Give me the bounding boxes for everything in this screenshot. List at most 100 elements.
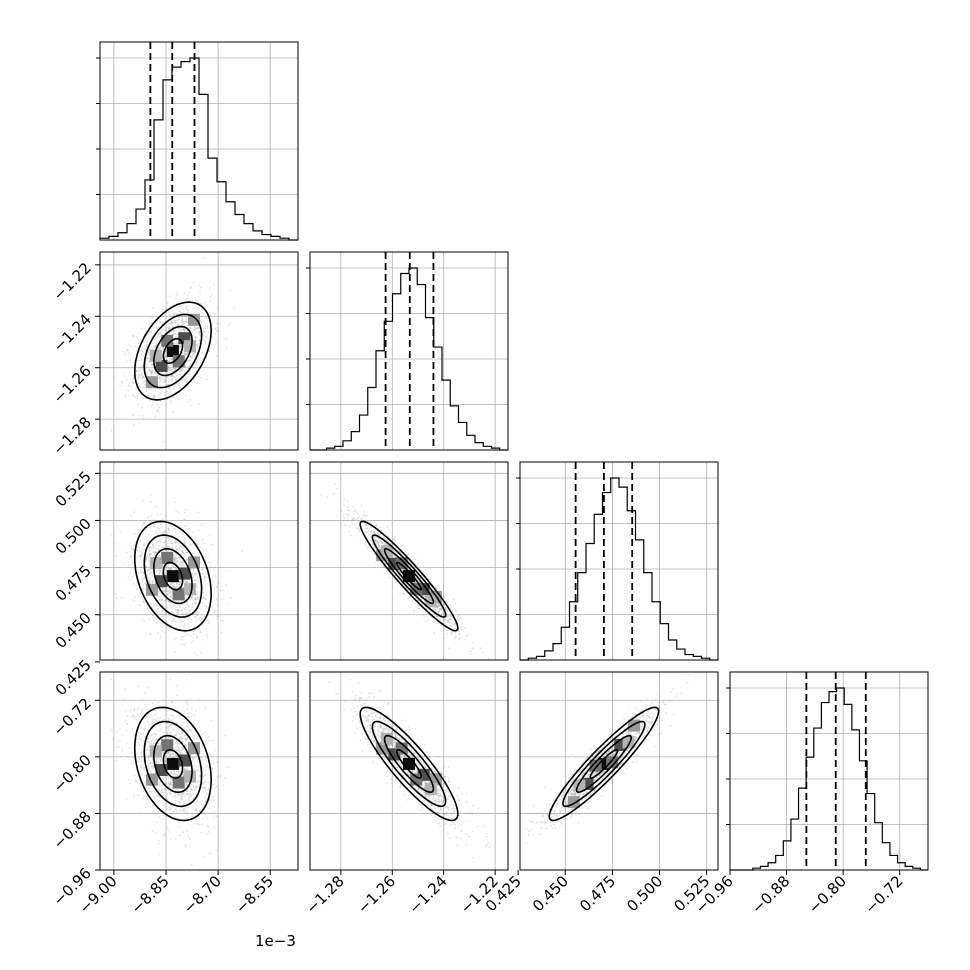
scatter-point	[140, 377, 143, 379]
scatter-point	[187, 608, 190, 611]
scatter-point	[427, 619, 429, 622]
scatter-point	[160, 308, 163, 310]
scatter-point	[165, 589, 168, 592]
scatter-point	[174, 754, 177, 757]
scatter-point	[181, 311, 183, 314]
scatter-point	[162, 550, 165, 553]
scatter-point	[184, 554, 187, 557]
scatter-point	[204, 335, 207, 338]
scatter-point	[157, 810, 160, 813]
scatter-point	[143, 521, 146, 524]
scatter-point	[181, 612, 183, 615]
scatter-point	[207, 793, 209, 796]
scatter-point	[167, 383, 170, 386]
scatter-point	[413, 609, 415, 612]
scatter-point	[185, 316, 188, 318]
scatter-point	[123, 354, 126, 357]
scatter-point	[140, 352, 143, 355]
scatter-point	[183, 794, 186, 797]
scatter-point	[162, 531, 165, 534]
scatter-point	[147, 556, 150, 559]
scatter-point	[451, 631, 454, 633]
scatter-point	[445, 618, 447, 621]
scatter-point	[175, 544, 178, 547]
scatter-point	[174, 321, 177, 323]
scatter-point	[147, 394, 150, 397]
scatter-point	[127, 352, 130, 355]
scatter-point	[196, 597, 199, 600]
scatter-point	[200, 308, 203, 311]
scatter-point	[158, 570, 161, 573]
scatter-point	[128, 385, 131, 388]
scatter-point	[177, 511, 180, 514]
scatter-point	[119, 530, 122, 533]
scatter-point	[200, 803, 203, 806]
scatter-point	[181, 316, 184, 318]
scatter-point	[173, 552, 176, 554]
scatter-point	[132, 562, 135, 565]
scatter-point	[173, 559, 176, 562]
scatter-point	[141, 618, 144, 620]
scatter-point	[177, 609, 180, 611]
scatter-point	[147, 353, 150, 355]
scatter-point	[168, 614, 171, 616]
scatter-point	[166, 723, 169, 725]
scatter-point	[152, 766, 155, 768]
scatter-point	[146, 357, 149, 359]
scatter-point	[434, 609, 437, 611]
scatter-point	[417, 559, 419, 562]
scatter-point	[173, 366, 176, 369]
scatter-point	[186, 536, 189, 539]
scatter-point	[120, 596, 123, 599]
scatter-point	[157, 378, 160, 380]
scatter-point	[180, 638, 183, 641]
scatter-point	[166, 593, 169, 596]
scatter-point	[158, 590, 161, 592]
scatter-point	[144, 806, 147, 809]
scatter-point	[159, 346, 162, 349]
scatter-point	[450, 615, 453, 618]
scatter-point	[211, 543, 214, 546]
scatter-point	[169, 753, 171, 756]
scatter-point	[185, 700, 188, 703]
scatter-point	[137, 373, 140, 376]
scatter-point	[188, 796, 191, 799]
scatter-point	[131, 361, 133, 364]
scatter-point	[377, 533, 380, 536]
scatter-point	[149, 576, 152, 579]
scatter-point	[385, 570, 388, 573]
scatter-point	[166, 607, 169, 609]
scatter-point	[162, 384, 165, 387]
scatter-point	[148, 369, 151, 371]
scatter-point	[149, 368, 152, 371]
scatter-point	[169, 752, 172, 755]
scatter-point	[168, 326, 171, 328]
scatter-point	[442, 618, 445, 620]
scatter-point	[180, 532, 183, 534]
scatter-point	[138, 604, 141, 606]
scatter-point	[146, 553, 149, 556]
scatter-point	[95, 381, 97, 383]
scatter-point	[436, 604, 439, 607]
scatter-point	[353, 517, 355, 520]
scatter-point	[182, 318, 184, 320]
scatter-point	[154, 720, 157, 723]
scatter-point	[182, 327, 185, 330]
scatter-point	[170, 400, 172, 402]
scatter-point	[137, 528, 140, 531]
scatter-point	[134, 540, 136, 543]
scatter-point	[227, 602, 229, 605]
scatter-point	[169, 538, 171, 540]
scatter-point	[163, 546, 166, 549]
scatter-point	[116, 730, 118, 733]
scatter-point	[204, 800, 207, 803]
scatter-point	[146, 558, 148, 561]
scatter-point	[124, 393, 127, 396]
scatter-point	[181, 352, 184, 354]
scatter-point	[172, 603, 175, 606]
scatter-point	[380, 565, 383, 568]
scatter-point	[379, 539, 381, 542]
scatter-point	[175, 606, 178, 609]
scatter-point	[159, 791, 161, 794]
scatter-point	[180, 730, 183, 733]
